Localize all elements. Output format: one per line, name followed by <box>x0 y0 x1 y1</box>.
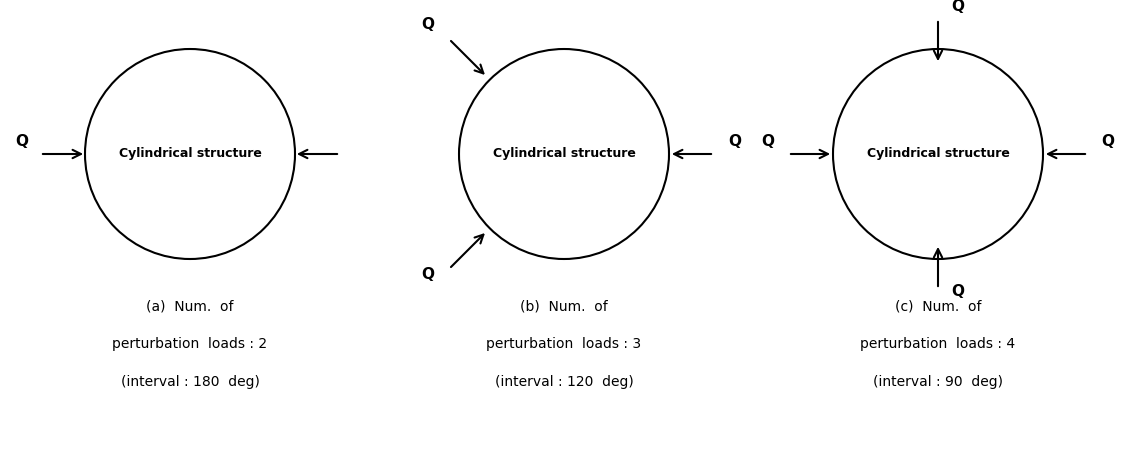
Text: perturbation  loads : 2: perturbation loads : 2 <box>113 337 267 351</box>
Text: Q: Q <box>422 17 434 32</box>
Text: (interval : 90  deg): (interval : 90 deg) <box>873 375 1003 389</box>
Text: Q: Q <box>761 134 775 149</box>
Text: Q: Q <box>1102 134 1114 149</box>
Text: Q: Q <box>729 134 741 149</box>
Text: Q: Q <box>16 134 28 149</box>
Text: (a)  Num.  of: (a) Num. of <box>147 299 233 313</box>
Text: Q: Q <box>422 267 434 282</box>
Text: (interval : 120  deg): (interval : 120 deg) <box>494 375 634 389</box>
Text: Cylindrical structure: Cylindrical structure <box>118 148 262 161</box>
Text: Q: Q <box>952 0 964 14</box>
Text: perturbation  loads : 4: perturbation loads : 4 <box>861 337 1015 351</box>
Text: (interval : 180  deg): (interval : 180 deg) <box>121 375 259 389</box>
Text: Q: Q <box>952 284 964 299</box>
Text: (b)  Num.  of: (b) Num. of <box>520 299 608 313</box>
Text: (c)  Num.  of: (c) Num. of <box>895 299 981 313</box>
Text: Cylindrical structure: Cylindrical structure <box>493 148 635 161</box>
Text: perturbation  loads : 3: perturbation loads : 3 <box>486 337 642 351</box>
Text: Cylindrical structure: Cylindrical structure <box>866 148 1010 161</box>
